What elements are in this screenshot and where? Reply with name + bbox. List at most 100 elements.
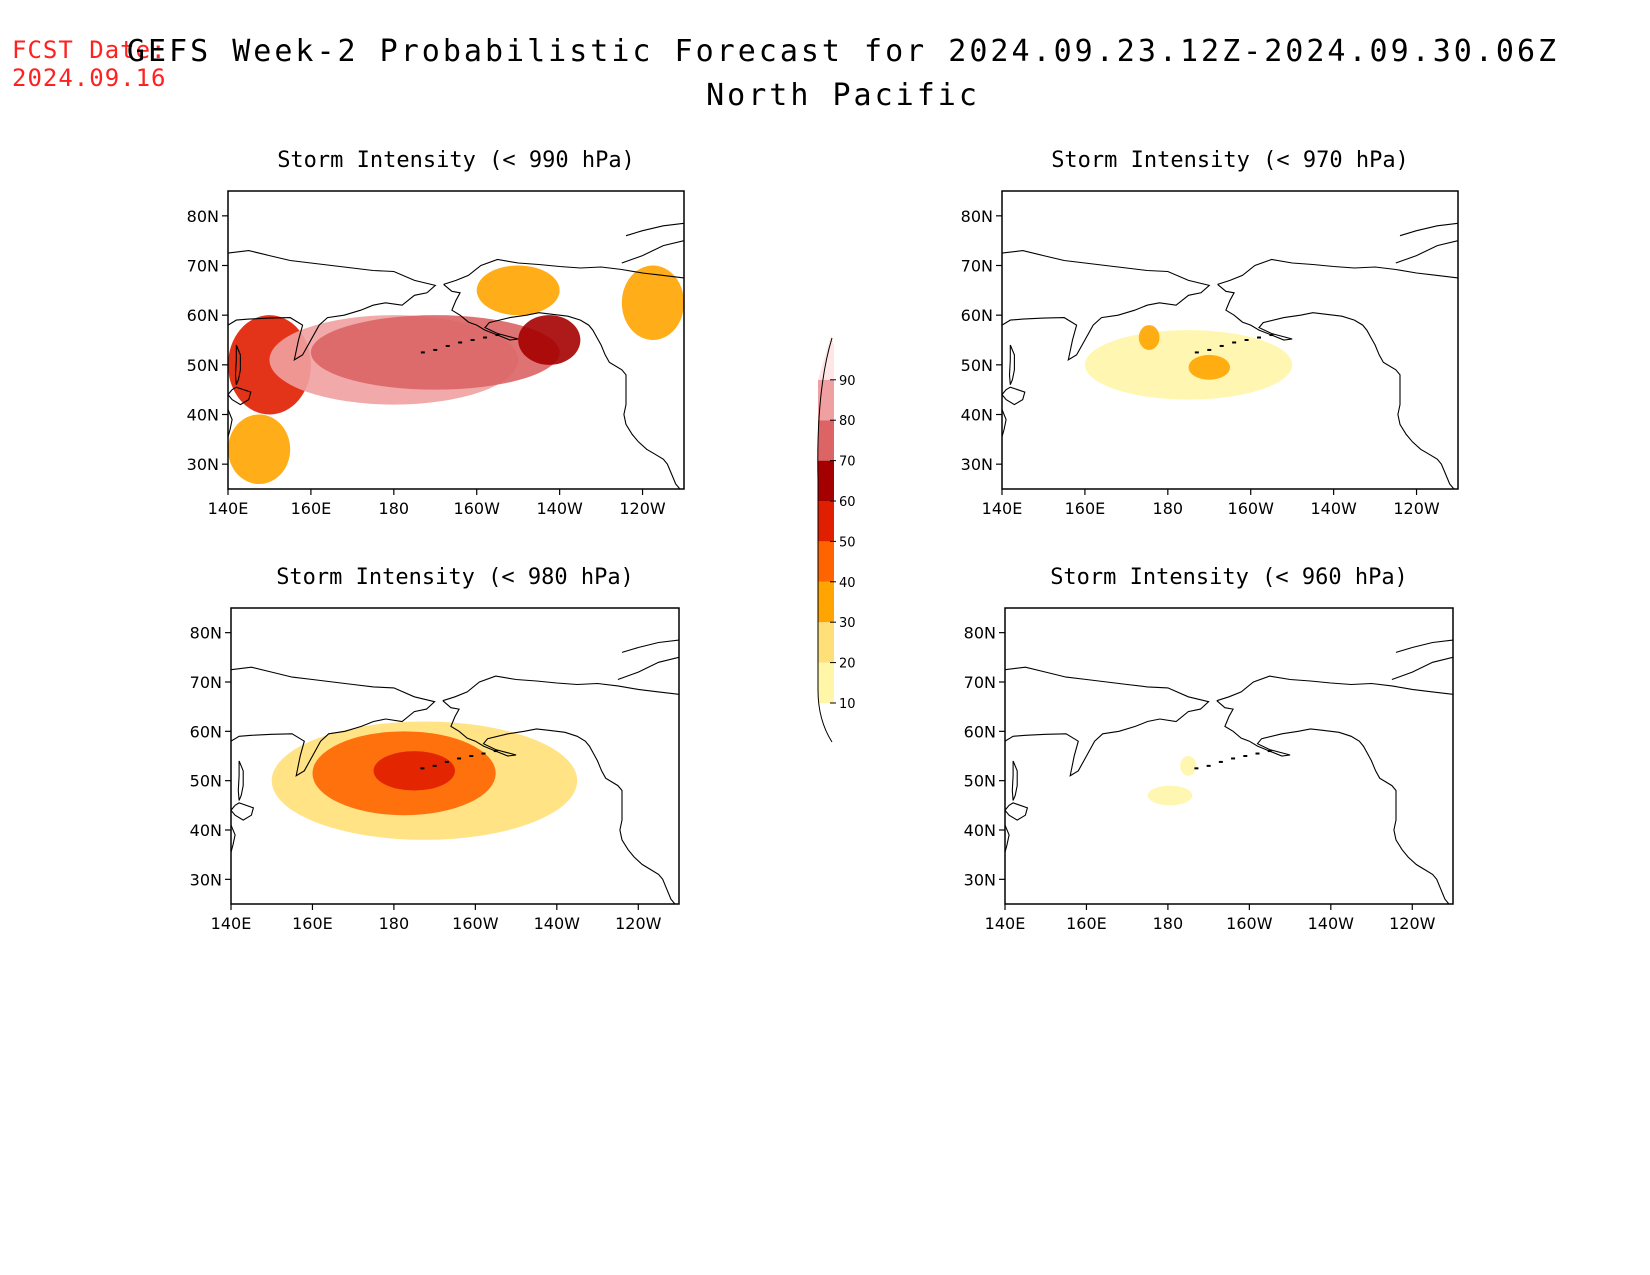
- prob-region: [228, 414, 291, 485]
- x-tick-label: 160E: [291, 499, 332, 518]
- map-panel-2: Storm Intensity (< 970 hPa) 140E 160E 180 16…: [961, 148, 1459, 518]
- y-tick-label: 30N: [187, 455, 219, 474]
- prob-region: [476, 265, 560, 316]
- island: [1194, 767, 1199, 770]
- map-frame: [227, 190, 685, 490]
- fcst-date-label: FCST Date: 2024.09.16: [12, 36, 167, 92]
- colorbar-label: 30: [839, 616, 856, 631]
- y-tick-label: 60N: [190, 722, 222, 741]
- island: [1231, 757, 1236, 760]
- x-tick-label: 180: [1153, 914, 1184, 933]
- colorbar: 10 20 30 40 50 60 70 80 90: [817, 335, 856, 743]
- coastline: [442, 675, 679, 702]
- y-tick-label: 60N: [961, 306, 993, 325]
- prob-region: [1084, 330, 1293, 400]
- island: [1267, 750, 1272, 753]
- coastline: [1399, 222, 1458, 237]
- coastline: [228, 250, 437, 362]
- map-panel-4: Storm Intensity (< 960 hPa) 140E 160E 180 16…: [964, 565, 1454, 933]
- probability-field: [231, 639, 679, 904]
- prob-region: [373, 751, 455, 791]
- colorbar-swatch: [818, 581, 834, 623]
- island: [1207, 348, 1212, 351]
- y-tick-label: 50N: [190, 772, 222, 791]
- island: [420, 351, 425, 354]
- x-tick-label: 160W: [452, 914, 499, 933]
- y-tick-label: 30N: [961, 455, 993, 474]
- map-panel-3: Storm Intensity (< 980 hPa) 140E 160E 180 16…: [190, 565, 680, 933]
- coastline: [625, 222, 684, 237]
- island: [445, 344, 450, 347]
- island: [1206, 764, 1211, 767]
- x-tick-label: 160W: [454, 499, 501, 518]
- fcst-date: 2024.09.16: [12, 64, 167, 92]
- probability-field: [1002, 222, 1458, 489]
- fcst-label: FCST Date:: [12, 36, 167, 64]
- x-tick-label: 120W: [619, 499, 666, 518]
- prob-region: [1138, 325, 1160, 350]
- x-tick-label: 120W: [1389, 914, 1436, 933]
- island: [458, 341, 463, 344]
- colorbar-label: 20: [839, 657, 856, 672]
- prob-region: [1147, 785, 1193, 806]
- coastline: [1216, 700, 1450, 904]
- coastline: [231, 824, 236, 853]
- island: [1269, 334, 1274, 337]
- x-tick-label: 140E: [985, 914, 1026, 933]
- coastline: [1005, 824, 1010, 853]
- prob-region: [1180, 756, 1197, 776]
- prob-region: [310, 315, 560, 390]
- colorbar-label: 80: [839, 414, 856, 429]
- coastline: [1395, 639, 1453, 653]
- coastline: [1217, 258, 1458, 285]
- coastline: [228, 409, 233, 438]
- y-tick-label: 50N: [187, 356, 219, 375]
- x-tick-label: 140E: [208, 499, 249, 518]
- island: [495, 334, 500, 337]
- probability-field: [228, 222, 684, 489]
- island: [420, 767, 425, 770]
- island: [1255, 752, 1260, 755]
- main-title: GEFS Week-2 Probabilistic Forecast for 2…: [126, 34, 1560, 69]
- colorbar-swatch: [818, 501, 834, 542]
- island: [1257, 336, 1262, 339]
- island: [432, 764, 437, 767]
- x-tick-label: 160W: [1226, 914, 1273, 933]
- panel-title: Storm Intensity (< 980 hPa): [276, 565, 634, 590]
- island: [1232, 341, 1237, 344]
- island: [1218, 760, 1223, 763]
- y-tick-label: 70N: [187, 257, 219, 276]
- x-tick-label: 140W: [1308, 914, 1355, 933]
- coastline: [1216, 675, 1453, 702]
- island: [481, 752, 486, 755]
- coastline: [1391, 656, 1453, 681]
- coastline: [1005, 802, 1029, 821]
- y-tick-label: 40N: [964, 821, 996, 840]
- x-tick-label: 120W: [1393, 499, 1440, 518]
- colorbar-label: 90: [839, 374, 856, 389]
- colorbar-label: 70: [839, 455, 856, 470]
- island: [433, 348, 438, 351]
- panel-title: Storm Intensity (< 960 hPa): [1050, 565, 1408, 590]
- island: [1243, 755, 1248, 757]
- y-tick-label: 80N: [190, 624, 222, 643]
- panel-title: Storm Intensity (< 990 hPa): [277, 148, 635, 173]
- coastline: [237, 760, 244, 801]
- y-tick-label: 60N: [187, 306, 219, 325]
- y-tick-label: 40N: [187, 406, 219, 425]
- x-tick-label: 120W: [615, 914, 662, 933]
- y-tick-label: 40N: [190, 821, 222, 840]
- colorbar-swatch: [818, 541, 834, 582]
- colorbar-swatch: [818, 335, 834, 380]
- coastline: [621, 240, 684, 264]
- x-tick-label: 180: [379, 914, 410, 933]
- x-tick-label: 140E: [982, 499, 1023, 518]
- y-tick-label: 40N: [961, 406, 993, 425]
- x-tick-label: 160W: [1228, 499, 1275, 518]
- y-tick-label: 30N: [964, 870, 996, 889]
- x-tick-label: 160E: [1066, 914, 1107, 933]
- island: [1244, 339, 1249, 341]
- map-frame: [230, 607, 680, 905]
- panel-title: Storm Intensity (< 970 hPa): [1051, 148, 1409, 173]
